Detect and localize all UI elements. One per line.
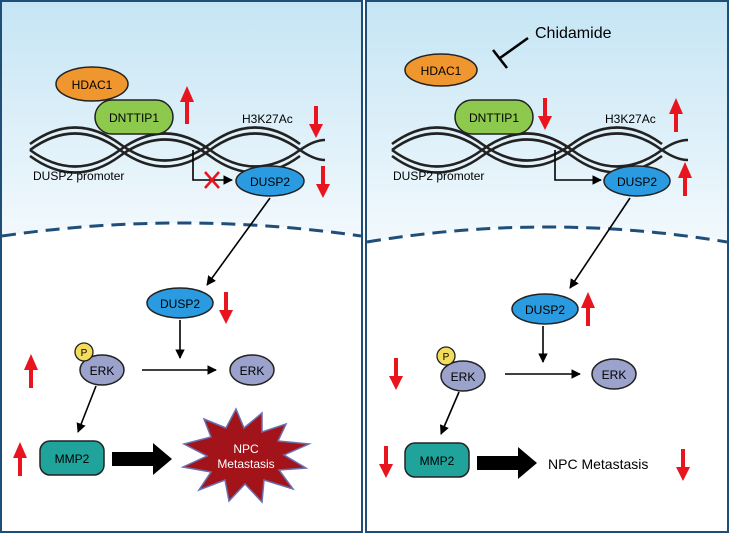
left-nuclear-membrane bbox=[1, 221, 362, 238]
right-export-arrow bbox=[569, 197, 631, 289]
right-dnttip1-down-arrow bbox=[538, 98, 552, 130]
right-dnttip1-label: DNTTIP1 bbox=[469, 111, 519, 125]
right-h3k27ac-label: H3K27Ac bbox=[605, 112, 656, 126]
right-outcome-down-arrow bbox=[676, 449, 690, 481]
right-thick-arrow bbox=[477, 447, 537, 479]
right-hdac1-shape bbox=[404, 53, 478, 87]
right-erk-p-label: ERK bbox=[451, 370, 476, 384]
left-dusp2-cyto-down-arrow bbox=[219, 292, 233, 324]
right-hdac1-label: HDAC1 bbox=[421, 64, 462, 78]
right-phospho-label: P bbox=[443, 352, 450, 363]
right-panel: Chidamide HDAC1 DNTTIP1 H3K27Ac DUSP2 pr… bbox=[365, 0, 729, 533]
right-nuclear-membrane bbox=[366, 225, 728, 244]
left-metastasis-starburst bbox=[180, 407, 312, 504]
left-outcome-line1: NPC bbox=[233, 442, 259, 456]
right-mmp2-label: MMP2 bbox=[420, 454, 455, 468]
left-erk-p-shape bbox=[79, 354, 125, 386]
left-mmp2-arrow bbox=[76, 385, 97, 433]
right-dnttip1-shape bbox=[454, 99, 534, 135]
right-phospho-circle bbox=[436, 346, 456, 366]
right-promoter-label: DUSP2 promoter bbox=[393, 169, 484, 183]
left-erk-shape bbox=[229, 354, 275, 386]
left-phospho-circle bbox=[74, 342, 94, 362]
left-h3k27ac-down-arrow bbox=[309, 106, 323, 138]
left-export-arrow bbox=[206, 197, 271, 286]
left-nucleus-region bbox=[2, 2, 361, 236]
left-dusp2-cyto-shape bbox=[146, 287, 214, 319]
left-hdac1-label: HDAC1 bbox=[72, 78, 113, 92]
left-mmp2-up-arrow bbox=[13, 442, 27, 476]
right-transcription-arrow bbox=[554, 150, 602, 185]
left-dnttip1-up-arrow bbox=[180, 86, 194, 124]
left-thick-arrow bbox=[112, 443, 172, 475]
left-promoter-label: DUSP2 promoter bbox=[33, 169, 124, 183]
left-dusp2-nucleus-down-arrow bbox=[316, 166, 330, 198]
right-dusp2-cyto-shape bbox=[511, 293, 579, 325]
left-erk-p-up-arrow bbox=[24, 354, 38, 388]
right-outcome-label: NPC Metastasis bbox=[548, 456, 648, 472]
left-dusp2-nucleus-label: DUSP2 bbox=[250, 175, 290, 189]
right-dusp2-nucleus-up-arrow bbox=[678, 162, 692, 196]
left-mmp2-shape bbox=[39, 440, 105, 476]
right-erk-p-shape bbox=[440, 360, 486, 392]
left-phospho-label: P bbox=[81, 348, 88, 359]
right-dusp2-nucleus-label: DUSP2 bbox=[617, 175, 657, 189]
left-erk-p-label: ERK bbox=[90, 364, 115, 378]
right-mmp2-down-arrow bbox=[379, 446, 393, 478]
right-dusp2-cyto-label: DUSP2 bbox=[525, 303, 565, 317]
left-dnttip1-label: DNTTIP1 bbox=[109, 111, 159, 125]
left-transcription-arrow bbox=[192, 150, 233, 185]
left-blocked-x-icon bbox=[204, 171, 220, 189]
left-outcome-line2: Metastasis bbox=[217, 457, 274, 471]
right-dusp2-nucleus-shape bbox=[603, 165, 671, 197]
right-mmp2-arrow bbox=[439, 391, 460, 435]
right-dusp2-cyto-up-arrow bbox=[581, 292, 595, 326]
left-hdac1-shape bbox=[55, 66, 129, 102]
right-drug-inhibition-icon bbox=[491, 36, 529, 69]
right-erk-label: ERK bbox=[602, 368, 627, 382]
left-dusp2-nucleus-shape bbox=[235, 165, 305, 197]
right-drug-label: Chidamide bbox=[535, 25, 612, 42]
right-dna-helix bbox=[391, 126, 689, 174]
right-h3k27ac-up-arrow bbox=[669, 98, 683, 132]
right-erk-p-down-arrow bbox=[389, 358, 403, 390]
left-h3k27ac-label: H3K27Ac bbox=[242, 112, 293, 126]
right-mmp2-shape bbox=[404, 442, 470, 478]
left-dusp2-cyto-label: DUSP2 bbox=[160, 297, 200, 311]
left-panel: HDAC1 DNTTIP1 H3K27Ac DUSP2 promoter DUS… bbox=[0, 0, 363, 533]
left-mmp2-label: MMP2 bbox=[55, 452, 90, 466]
right-erk-shape bbox=[591, 358, 637, 390]
left-dnttip1-shape bbox=[94, 99, 174, 135]
left-erk-label: ERK bbox=[240, 364, 265, 378]
